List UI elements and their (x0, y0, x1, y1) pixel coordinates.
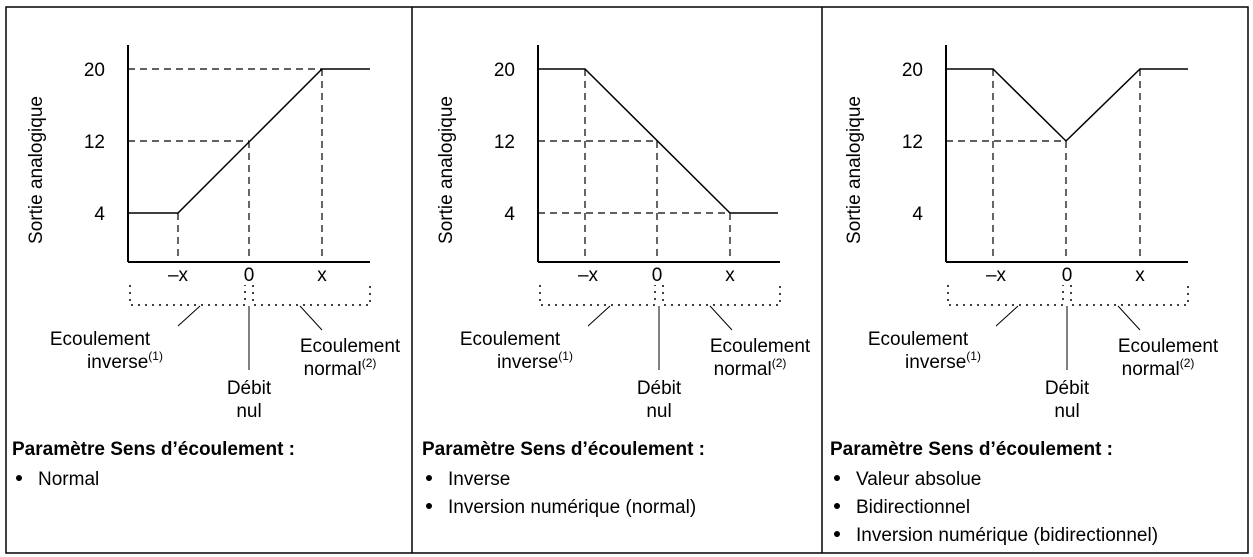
bracket (1070, 285, 1189, 306)
output-curve (128, 68, 370, 214)
bullet: Inversion numérique (normal) (448, 497, 696, 518)
heading: Paramètre Sens d’écoulement : (422, 439, 705, 460)
annotation: normal(2) (714, 356, 787, 380)
bullet-dot (426, 503, 432, 509)
heading: Paramètre Sens d’écoulement : (830, 439, 1113, 460)
x-label: x (725, 265, 735, 286)
output-curve (538, 68, 778, 214)
y-label: 12 (902, 132, 923, 153)
annotation-text: normal (714, 359, 772, 380)
x-label: 0 (1062, 265, 1073, 286)
annotation: inverse(1) (87, 349, 163, 373)
annotation: Débit (1045, 378, 1090, 399)
annotation: Débit (637, 378, 682, 399)
y-label: 4 (504, 204, 515, 225)
annotation: nul (236, 401, 261, 422)
frame (5, 6, 1249, 554)
annotation: normal(2) (304, 356, 377, 380)
bracket (539, 285, 656, 306)
y-label: 12 (494, 132, 515, 153)
bullet-dot (16, 475, 22, 481)
annotation-text: normal (1122, 359, 1180, 380)
annotation: Ecoulement (460, 329, 561, 350)
annotation: normal(2) (1122, 356, 1195, 380)
y-label: 4 (94, 204, 105, 225)
note-ref: (2) (772, 356, 787, 370)
annotation: Ecoulement (300, 336, 401, 357)
y-label: 4 (912, 204, 923, 225)
leader (709, 305, 733, 331)
annotation-text: normal (304, 359, 362, 380)
annotation-text: inverse (905, 352, 966, 373)
annotation: Débit (227, 378, 272, 399)
annotation: Ecoulement (710, 336, 811, 357)
heading: Paramètre Sens d’écoulement : (12, 439, 295, 460)
leader (995, 305, 1019, 327)
y-label: 12 (84, 132, 105, 153)
bracket (947, 285, 1064, 306)
note-ref: (2) (1180, 356, 1195, 370)
note-ref: (2) (362, 356, 377, 370)
annotation-text: inverse (497, 352, 558, 373)
x-label: –x (168, 265, 189, 286)
x-label: x (317, 265, 327, 286)
bullet: Normal (38, 469, 99, 490)
bullet: Bidirectionnel (856, 497, 970, 518)
bullet: Inversion numérique (bidirectionnel) (856, 525, 1158, 546)
bracket (129, 285, 246, 306)
bullet-dot (834, 503, 840, 509)
note-ref: (1) (558, 349, 573, 363)
annotation: inverse(1) (905, 349, 981, 373)
x-label: 0 (652, 265, 663, 286)
x-label: –x (578, 265, 599, 286)
x-label: –x (986, 265, 1007, 286)
y-axis-label: Sortie analogique (436, 96, 457, 244)
annotation: nul (1054, 401, 1079, 422)
note-ref: (1) (966, 349, 981, 363)
x-label: 0 (244, 265, 255, 286)
annotation: inverse(1) (497, 349, 573, 373)
y-axis-label: Sortie analogique (26, 96, 47, 244)
leader (299, 305, 323, 331)
bracket (662, 285, 781, 306)
annotation: Ecoulement (50, 329, 151, 350)
bullet: Inverse (448, 469, 510, 490)
annotation: nul (646, 401, 671, 422)
y-axis-label: Sortie analogique (844, 96, 865, 244)
leader (587, 305, 611, 327)
annotation: Ecoulement (1118, 336, 1219, 357)
leader (177, 305, 201, 327)
bullet: Valeur absolue (856, 469, 981, 490)
y-label: 20 (84, 60, 105, 81)
annotation-text: inverse (87, 352, 148, 373)
x-label: x (1135, 265, 1145, 286)
output-curve (946, 68, 1188, 143)
y-label: 20 (494, 60, 515, 81)
bullet-dot (426, 475, 432, 481)
bullet-dot (834, 475, 840, 481)
leader (1117, 305, 1141, 331)
bullet-dot (834, 531, 840, 537)
note-ref: (1) (148, 349, 163, 363)
annotation: Ecoulement (868, 329, 969, 350)
bracket (252, 285, 371, 306)
y-label: 20 (902, 60, 923, 81)
